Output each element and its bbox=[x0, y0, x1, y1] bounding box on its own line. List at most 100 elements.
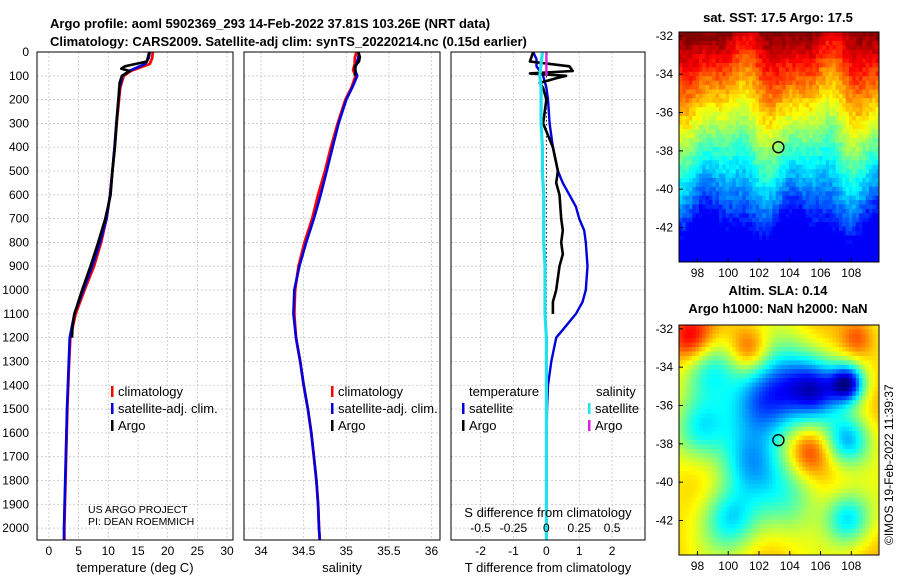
map-cell bbox=[812, 391, 817, 397]
map-cell bbox=[782, 142, 787, 148]
map-cell bbox=[692, 217, 697, 223]
map-cell bbox=[685, 222, 690, 228]
map-cell bbox=[742, 36, 747, 42]
map-cell bbox=[752, 426, 757, 432]
map-cell bbox=[795, 169, 800, 174]
map-cell bbox=[852, 195, 857, 201]
map-cell bbox=[802, 355, 807, 361]
map-cell bbox=[732, 45, 737, 51]
map-cell bbox=[775, 93, 780, 99]
map-cell bbox=[769, 244, 773, 250]
map-cell bbox=[712, 164, 717, 170]
map-cell bbox=[865, 213, 870, 219]
map-cell bbox=[852, 248, 857, 254]
map-cell bbox=[759, 431, 763, 436]
map-cell bbox=[749, 386, 753, 392]
map-cell bbox=[852, 369, 857, 375]
map-cell bbox=[799, 248, 803, 254]
map-cell bbox=[699, 85, 703, 90]
map-cell bbox=[855, 177, 860, 183]
map-cell bbox=[719, 182, 723, 188]
map-cell bbox=[845, 342, 850, 348]
map-cell bbox=[872, 325, 877, 330]
map-cell bbox=[705, 373, 710, 379]
map-cell bbox=[695, 391, 700, 397]
map-cell bbox=[869, 325, 873, 330]
map-cell bbox=[835, 62, 840, 68]
map-cell bbox=[872, 239, 877, 245]
map-cell bbox=[749, 102, 753, 108]
map-cell bbox=[792, 391, 797, 397]
map-cell bbox=[739, 191, 743, 197]
map-cell bbox=[872, 120, 877, 126]
map-cell bbox=[685, 239, 690, 245]
map-cell bbox=[815, 191, 820, 197]
map-cell bbox=[722, 347, 727, 352]
map-cell bbox=[679, 431, 683, 436]
map-cell bbox=[829, 93, 833, 99]
map-cell bbox=[702, 80, 707, 86]
map-cell bbox=[785, 133, 790, 139]
map-cell bbox=[782, 360, 787, 366]
map-cell bbox=[772, 235, 777, 241]
map-cell bbox=[872, 364, 877, 370]
map-cell bbox=[829, 231, 833, 236]
map-cell bbox=[835, 195, 840, 201]
map-cell bbox=[842, 36, 847, 42]
map-cell bbox=[815, 102, 820, 108]
map-cell bbox=[845, 409, 850, 414]
map-cell bbox=[742, 248, 747, 254]
map-cell bbox=[719, 160, 723, 166]
map-cell bbox=[859, 160, 863, 166]
map-cell bbox=[782, 195, 787, 201]
map-cell bbox=[839, 226, 843, 232]
map-cell bbox=[799, 116, 803, 121]
map-cell bbox=[869, 173, 873, 179]
map-cell bbox=[705, 80, 710, 86]
map-cell bbox=[735, 85, 740, 90]
map-cell bbox=[849, 231, 853, 236]
map-cell bbox=[852, 133, 857, 139]
map-cell bbox=[849, 360, 853, 366]
map-cell bbox=[875, 208, 880, 214]
map-cell bbox=[685, 417, 690, 423]
map-cell bbox=[705, 413, 710, 419]
map-cell bbox=[872, 217, 877, 223]
map-cell bbox=[852, 32, 857, 37]
map-cell bbox=[752, 49, 757, 55]
map-cell bbox=[765, 89, 770, 95]
map-cell bbox=[765, 369, 770, 375]
map-cell bbox=[785, 120, 790, 126]
map-cell bbox=[809, 435, 813, 441]
map-cell bbox=[699, 116, 703, 121]
map-cell bbox=[769, 409, 773, 414]
map-cell bbox=[815, 54, 820, 59]
map-cell bbox=[739, 386, 743, 392]
map-cell bbox=[819, 133, 823, 139]
map-cell bbox=[795, 191, 800, 197]
map-cell bbox=[752, 208, 757, 214]
map-cell bbox=[709, 373, 713, 379]
map-cell bbox=[795, 133, 800, 139]
map-cell bbox=[785, 36, 790, 42]
map-cell bbox=[689, 226, 693, 232]
map-cell bbox=[682, 400, 687, 406]
map-cell bbox=[849, 40, 853, 46]
map-cell bbox=[835, 182, 840, 188]
map-cell bbox=[795, 204, 800, 210]
map-cell bbox=[679, 147, 683, 152]
map-cell bbox=[685, 329, 690, 335]
map-cell bbox=[805, 239, 810, 245]
map-cell bbox=[785, 186, 790, 192]
map-cell bbox=[699, 49, 703, 55]
map-cell bbox=[742, 124, 747, 130]
map-cell bbox=[715, 342, 720, 348]
map-cell bbox=[725, 169, 730, 174]
map-cell bbox=[802, 98, 807, 104]
map-cell bbox=[685, 186, 690, 192]
map-cell bbox=[839, 217, 843, 223]
map-cell bbox=[792, 98, 797, 104]
map-cell bbox=[775, 120, 780, 126]
map-cell bbox=[692, 120, 697, 126]
map-cell bbox=[832, 413, 837, 419]
